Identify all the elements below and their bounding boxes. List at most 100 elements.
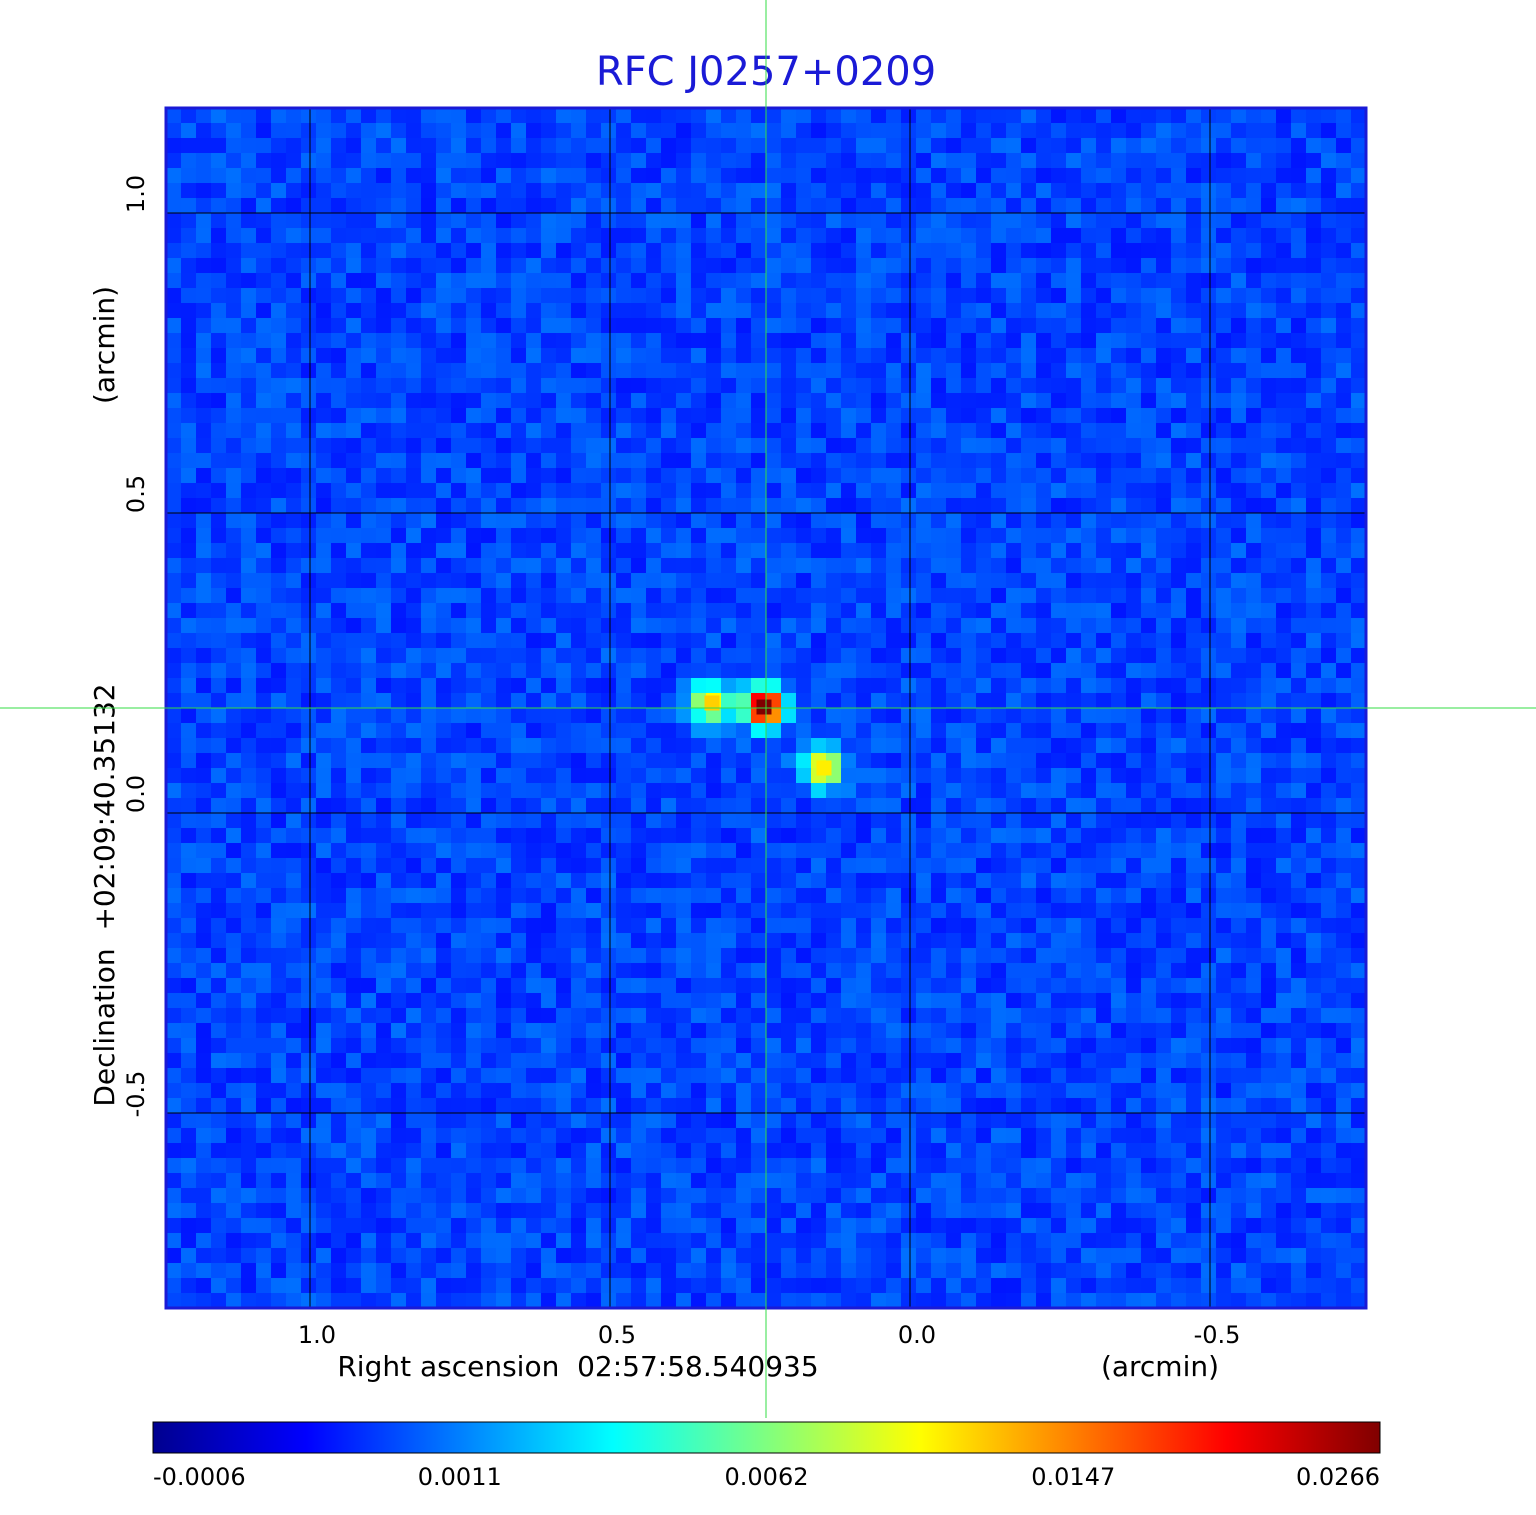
noise-pixel <box>361 648 377 664</box>
noise-pixel <box>1231 378 1247 394</box>
noise-pixel <box>901 1023 917 1039</box>
noise-pixel <box>526 423 542 439</box>
noise-pixel <box>931 198 947 214</box>
noise-pixel <box>421 348 437 364</box>
noise-pixel <box>616 843 632 859</box>
noise-pixel <box>1066 978 1082 994</box>
noise-pixel <box>1096 1023 1112 1039</box>
noise-pixel <box>706 348 722 364</box>
noise-pixel <box>781 228 797 244</box>
noise-pixel <box>1351 228 1367 244</box>
noise-pixel <box>436 618 452 634</box>
noise-pixel <box>1351 378 1367 394</box>
noise-pixel <box>811 153 827 169</box>
noise-pixel <box>1246 228 1262 244</box>
noise-pixel <box>361 258 377 274</box>
noise-pixel <box>646 333 662 349</box>
noise-pixel <box>1081 708 1097 724</box>
noise-pixel <box>811 213 827 229</box>
noise-pixel <box>181 933 197 949</box>
noise-pixel <box>931 708 947 724</box>
noise-pixel <box>1021 843 1037 859</box>
noise-pixel <box>646 798 662 814</box>
noise-pixel <box>1246 108 1262 124</box>
noise-pixel <box>811 243 827 259</box>
noise-pixel <box>211 393 227 409</box>
noise-pixel <box>1351 633 1367 649</box>
noise-pixel <box>1051 993 1067 1009</box>
noise-pixel <box>1051 603 1067 619</box>
noise-pixel <box>1351 348 1367 364</box>
noise-pixel <box>181 273 197 289</box>
noise-pixel <box>496 168 512 184</box>
noise-pixel <box>976 663 992 679</box>
noise-pixel <box>1036 663 1052 679</box>
noise-pixel <box>676 378 692 394</box>
noise-pixel <box>706 663 722 679</box>
noise-pixel <box>526 768 542 784</box>
noise-pixel <box>301 888 317 904</box>
noise-pixel <box>226 828 242 844</box>
noise-pixel <box>826 453 842 469</box>
noise-pixel <box>331 843 347 859</box>
noise-pixel <box>556 288 572 304</box>
noise-pixel <box>1036 993 1052 1009</box>
noise-pixel <box>1291 453 1307 469</box>
noise-pixel <box>661 363 677 379</box>
noise-pixel <box>316 288 332 304</box>
noise-pixel <box>721 543 737 559</box>
noise-pixel <box>766 978 782 994</box>
noise-pixel <box>406 903 422 919</box>
noise-pixel <box>1216 228 1232 244</box>
noise-pixel <box>1216 633 1232 649</box>
noise-pixel <box>796 273 812 289</box>
noise-pixel <box>991 798 1007 814</box>
noise-pixel <box>256 138 272 154</box>
noise-pixel <box>976 858 992 874</box>
noise-pixel <box>976 273 992 289</box>
noise-pixel <box>631 153 647 169</box>
noise-pixel <box>166 708 182 724</box>
noise-pixel <box>1021 933 1037 949</box>
noise-pixel <box>706 978 722 994</box>
noise-pixel <box>1006 768 1022 784</box>
noise-pixel <box>1141 903 1157 919</box>
noise-pixel <box>241 198 257 214</box>
noise-pixel <box>391 693 407 709</box>
noise-pixel <box>1096 738 1112 754</box>
noise-pixel <box>496 663 512 679</box>
noise-pixel <box>1171 783 1187 799</box>
noise-pixel <box>706 813 722 829</box>
noise-pixel <box>241 918 257 934</box>
noise-pixel <box>451 783 467 799</box>
noise-pixel <box>241 468 257 484</box>
noise-pixel <box>211 843 227 859</box>
noise-pixel <box>526 573 542 589</box>
noise-pixel <box>586 273 602 289</box>
noise-pixel <box>496 273 512 289</box>
noise-pixel <box>211 528 227 544</box>
noise-pixel <box>661 138 677 154</box>
noise-pixel <box>421 438 437 454</box>
noise-pixel <box>541 543 557 559</box>
noise-pixel <box>466 198 482 214</box>
noise-pixel <box>766 378 782 394</box>
noise-pixel <box>826 243 842 259</box>
noise-pixel <box>391 363 407 379</box>
noise-pixel <box>886 438 902 454</box>
noise-pixel <box>421 288 437 304</box>
noise-pixel <box>721 768 737 784</box>
noise-pixel <box>1126 243 1142 259</box>
noise-pixel <box>1126 273 1142 289</box>
noise-pixel <box>691 363 707 379</box>
noise-pixel <box>1111 633 1127 649</box>
noise-pixel <box>241 858 257 874</box>
noise-pixel <box>1066 183 1082 199</box>
noise-pixel <box>1186 498 1202 514</box>
noise-pixel <box>1216 948 1232 964</box>
noise-pixel <box>181 1038 197 1054</box>
noise-pixel <box>256 648 272 664</box>
noise-pixel <box>1246 273 1262 289</box>
noise-pixel <box>616 108 632 124</box>
noise-pixel <box>646 108 662 124</box>
